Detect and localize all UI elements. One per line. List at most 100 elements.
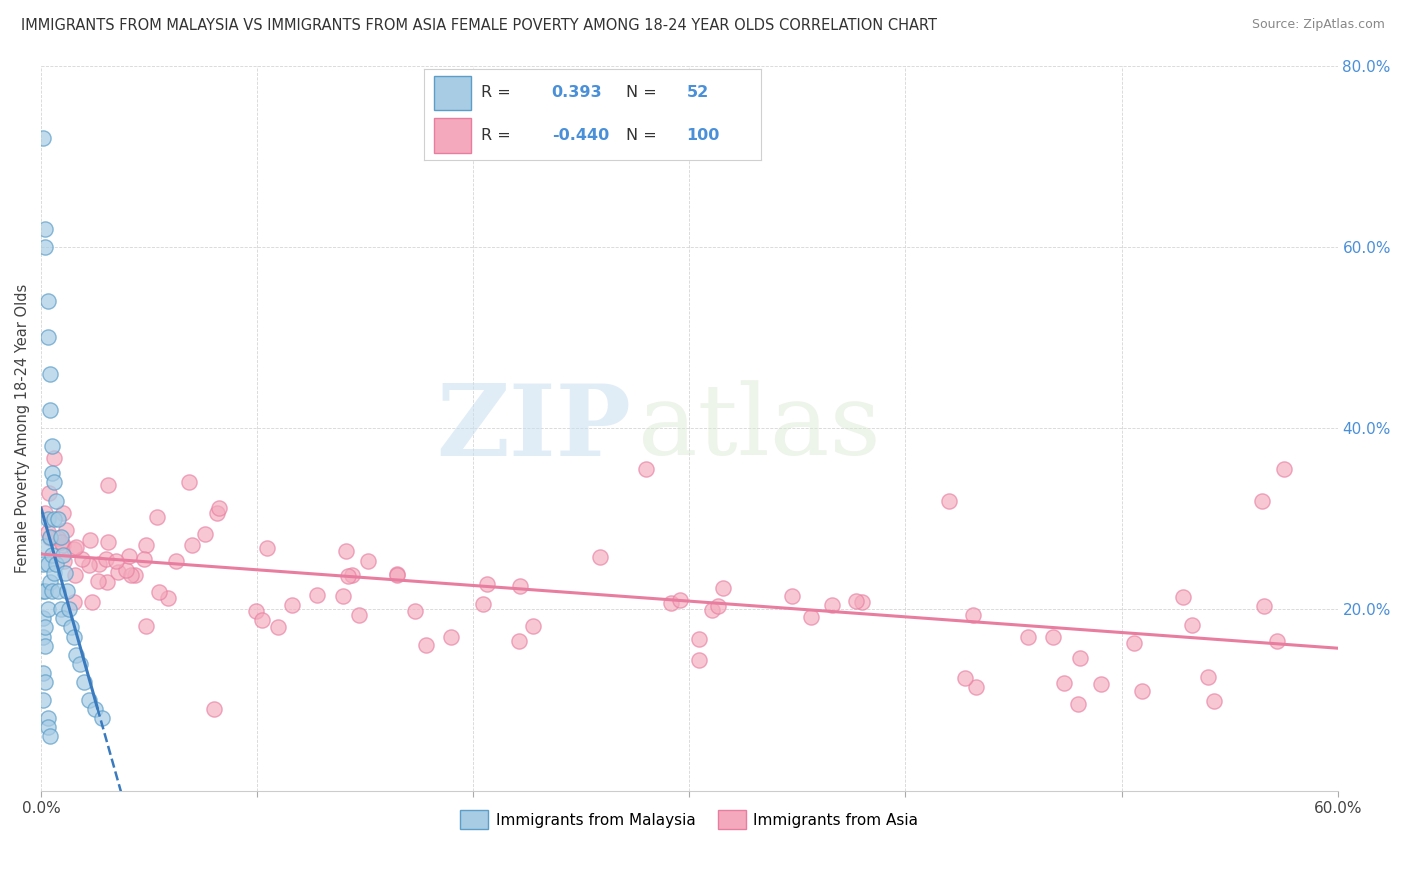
Point	[1272, 462, 1295, 476]
Point	[87, 557, 110, 571]
Point	[700, 602, 723, 616]
Point	[37, 602, 59, 616]
Point	[115, 563, 138, 577]
Point	[471, 597, 494, 611]
Point	[45, 557, 67, 571]
Point	[87, 574, 110, 588]
Point	[475, 577, 498, 591]
Point	[821, 598, 844, 612]
Point	[965, 680, 987, 694]
Point	[65, 648, 87, 662]
Point	[41, 467, 63, 481]
Point	[38, 530, 60, 544]
Text: atlas: atlas	[637, 380, 880, 476]
Point	[49, 602, 72, 616]
Point	[34, 240, 56, 254]
Point	[34, 506, 56, 520]
Point	[659, 596, 682, 610]
Point	[636, 462, 658, 476]
Point	[1123, 636, 1146, 650]
Point	[41, 584, 63, 599]
Point	[37, 294, 59, 309]
Point	[51, 534, 73, 549]
Point	[387, 566, 409, 581]
Point	[404, 604, 426, 618]
Point	[80, 595, 103, 609]
Point	[37, 524, 59, 539]
Point	[63, 595, 86, 609]
Point	[1053, 675, 1076, 690]
Point	[39, 531, 62, 545]
Point	[38, 486, 60, 500]
Point	[70, 551, 93, 566]
Point	[1017, 630, 1039, 644]
Point	[205, 507, 228, 521]
Point	[34, 620, 56, 634]
Point	[34, 221, 56, 235]
Point	[509, 578, 531, 592]
Point	[522, 619, 544, 633]
Point	[42, 512, 65, 526]
Point	[65, 568, 87, 582]
Point	[356, 554, 378, 568]
Point	[45, 493, 67, 508]
Point	[34, 674, 56, 689]
Point	[37, 720, 59, 734]
Point	[962, 608, 984, 623]
Point	[58, 602, 80, 616]
Legend: Immigrants from Malaysia, Immigrants from Asia: Immigrants from Malaysia, Immigrants fro…	[454, 805, 925, 835]
Point	[32, 693, 55, 707]
Point	[202, 702, 225, 716]
Point	[34, 584, 56, 599]
Point	[387, 567, 409, 582]
Point	[96, 575, 118, 590]
Text: IMMIGRANTS FROM MALAYSIA VS IMMIGRANTS FROM ASIA FEMALE POVERTY AMONG 18-24 YEAR: IMMIGRANTS FROM MALAYSIA VS IMMIGRANTS F…	[21, 18, 936, 33]
Point	[1202, 694, 1225, 708]
Point	[104, 554, 127, 568]
Point	[335, 543, 357, 558]
Point	[32, 611, 55, 625]
Point	[97, 477, 120, 491]
Point	[41, 548, 63, 562]
Point	[1251, 493, 1274, 508]
Point	[32, 557, 55, 571]
Point	[256, 541, 278, 556]
Point	[134, 619, 156, 633]
Point	[42, 566, 65, 580]
Point	[165, 554, 187, 568]
Point	[706, 599, 728, 613]
Point	[305, 588, 328, 602]
Point	[208, 501, 231, 516]
Point	[1069, 650, 1091, 665]
Point	[38, 729, 60, 743]
Point	[32, 131, 55, 145]
Point	[415, 638, 437, 652]
Point	[157, 591, 180, 605]
Point	[32, 665, 55, 680]
Point	[1265, 633, 1288, 648]
Point	[32, 630, 55, 644]
Point	[440, 630, 463, 644]
Point	[34, 539, 56, 553]
Point	[34, 639, 56, 653]
Point	[51, 538, 73, 552]
Point	[55, 523, 77, 537]
Point	[845, 594, 868, 608]
Point	[41, 439, 63, 453]
Point	[148, 584, 170, 599]
Point	[77, 558, 100, 573]
Point	[1253, 599, 1275, 614]
Point	[37, 330, 59, 344]
Point	[52, 506, 75, 520]
Point	[669, 593, 692, 607]
Point	[1171, 590, 1194, 604]
Text: Source: ZipAtlas.com: Source: ZipAtlas.com	[1251, 18, 1385, 31]
Y-axis label: Female Poverty Among 18-24 Year Olds: Female Poverty Among 18-24 Year Olds	[15, 284, 30, 573]
Point	[713, 581, 735, 595]
Point	[194, 527, 217, 541]
Point	[52, 611, 75, 625]
Point	[589, 550, 612, 565]
Point	[688, 653, 710, 667]
Point	[1042, 630, 1064, 644]
Point	[851, 595, 873, 609]
